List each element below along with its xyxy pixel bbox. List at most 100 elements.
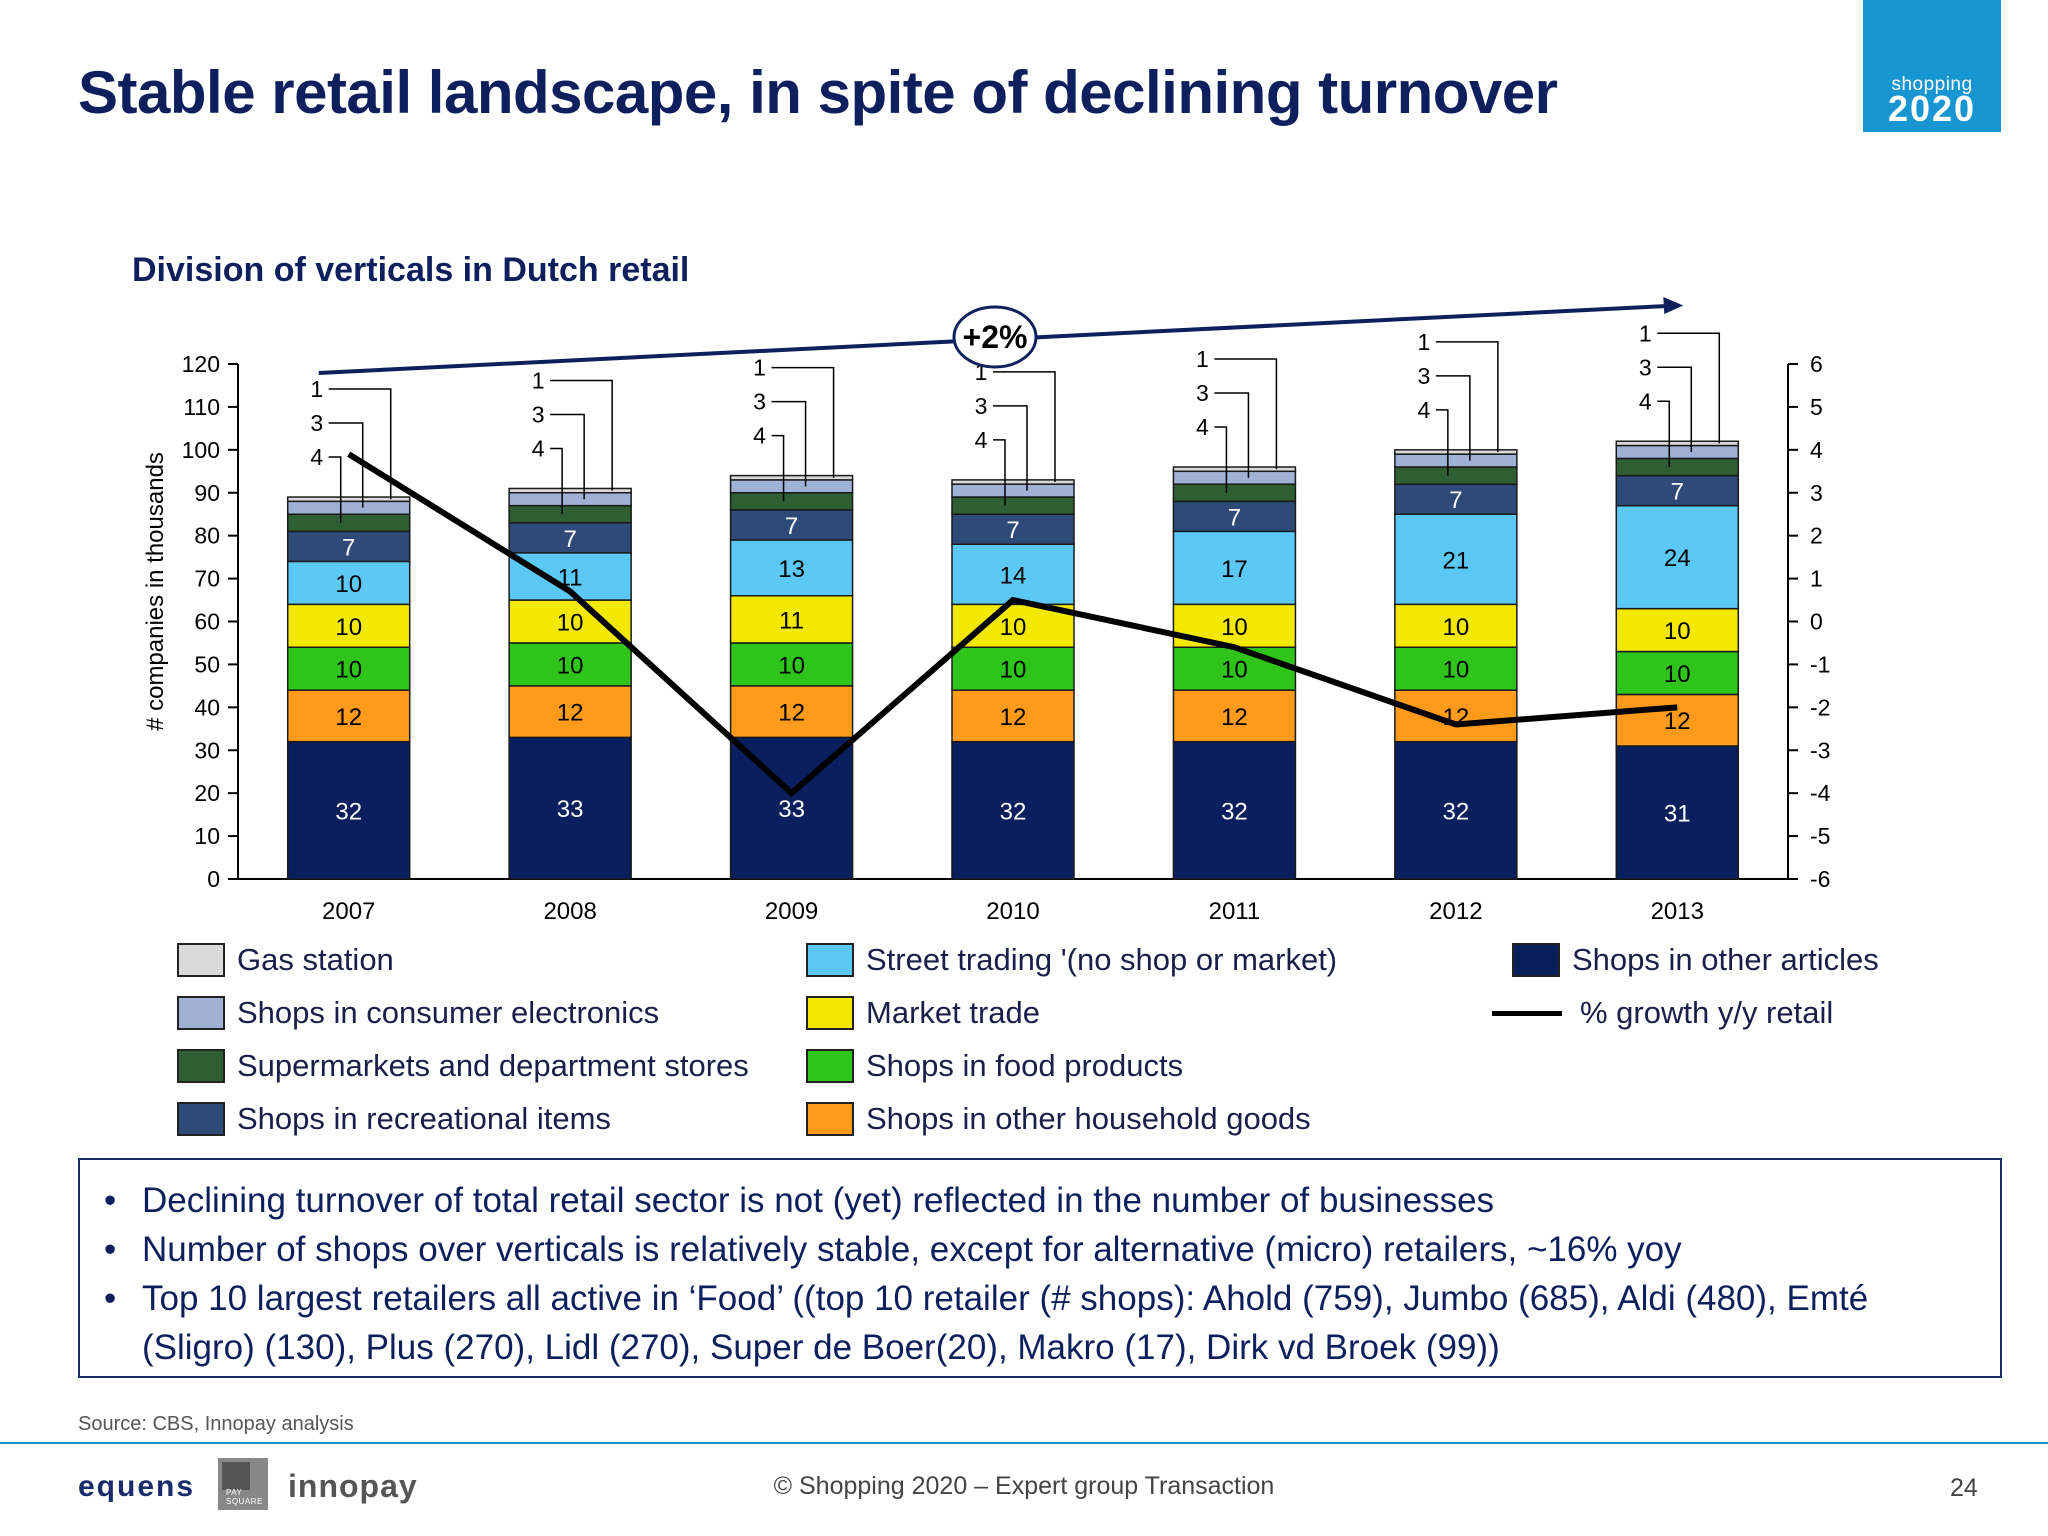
legend-swatch [1512,943,1560,977]
small-segment-label: 3 [532,401,545,427]
legend-item: Shops in food products [806,1046,1183,1086]
paysquare-text: PAY SQUARE [226,1488,263,1506]
bar-segment [1394,689,1518,743]
y-tick-label: 70 [194,566,220,592]
legend-swatch [806,1102,854,1136]
data-label: 12 [335,704,362,731]
bar-segment [729,539,854,597]
y-tick-label: 60 [194,609,220,635]
small-segment-label: 3 [1417,363,1430,389]
leader-line [1657,400,1671,467]
data-label: 7 [785,513,798,540]
page-number: 24 [1950,1474,1978,1502]
bar-segment [1172,470,1297,485]
data-label: 10 [778,652,805,679]
bar-segment [1172,500,1297,533]
bar-segment [508,642,632,687]
legend-line-swatch [1492,1010,1562,1016]
bar-segment [1615,457,1740,477]
stacked-bar-chart: 0102030405060708090100110120-6-5-4-3-2-1… [142,297,1831,925]
data-label: 7 [1006,517,1019,544]
leader-line [771,434,785,502]
bar-segment [286,646,411,691]
y2-tick-label: 1 [1810,566,1823,592]
bar-segment [508,487,632,494]
bar-segment [286,500,411,515]
source-note: Source: CBS, Innopay analysis [78,1413,354,1435]
bar-segment [508,522,632,554]
legend-label: Shops in recreational items [237,1101,611,1136]
bar-segment [508,504,632,524]
small-segment-label: 1 [1417,329,1430,355]
bar-segment [286,560,411,606]
leader-line [1435,375,1471,461]
x-tick-label: 2008 [543,898,596,925]
small-segment-label: 4 [1417,397,1430,423]
data-label: 17 [1221,556,1248,583]
bar-segment [286,603,411,648]
bar-segment [1172,530,1297,606]
y-tick-label: 30 [194,737,220,763]
bar-segment [286,740,411,880]
bar-segment [1615,440,1740,447]
data-label: 32 [335,798,362,825]
x-tick-label: 2012 [1429,898,1482,925]
data-label: 24 [1664,545,1691,572]
legend-swatch [806,1049,854,1083]
bar-segment [286,530,411,563]
data-label: 21 [1443,547,1470,574]
bar-segment [286,496,411,503]
data-label: 10 [1664,661,1691,688]
legend-item: Street trading '(no shop or market) [806,940,1337,980]
data-label: 10 [1664,618,1691,645]
small-segment-label: 4 [310,444,323,470]
leader-line [328,422,364,508]
trend-arrow-group: +2% [318,297,1684,375]
legend-item: Shops in other household goods [806,1099,1311,1139]
bar-segment [951,543,1075,606]
bullet-box: Declining turnover of total retail secto… [78,1158,2002,1378]
leader-line [771,366,835,478]
y-tick-label: 80 [194,523,220,549]
bar-segment [1394,466,1518,485]
legend-item: Shops in recreational items [177,1099,611,1139]
small-segment-label: 3 [310,410,323,436]
growth-line [347,451,1678,798]
data-label: 7 [342,534,355,561]
data-label: 32 [1443,798,1470,825]
data-label: 10 [1443,657,1470,684]
small-segment-label: 3 [753,389,766,415]
bar-segment [729,474,854,481]
y-tick-label: 40 [194,694,220,720]
shopping-2020-logo: shopping 2020 [1863,0,2001,132]
growth-line-group [347,451,1678,798]
legend-swatch [806,943,854,977]
leader-line [1435,409,1449,476]
legend-swatch [177,1102,225,1136]
legend-label: Market trade [866,995,1041,1030]
legend-label: Gas station [237,942,394,977]
bar-segment [1172,740,1297,880]
y2-tick-label: 5 [1810,394,1823,420]
bar-segment [1615,444,1740,460]
small-segment-label: 4 [975,427,988,453]
leader-line [771,400,807,487]
bar-segment [508,736,632,880]
chart-title: Division of verticals in Dutch retail [132,251,690,289]
x-tick-label: 2011 [1209,898,1261,925]
y2-tick-label: -4 [1810,780,1831,806]
y2-tick-label: -1 [1810,651,1830,677]
bar-segment [1394,453,1518,468]
x-tick-label: 2007 [322,898,375,925]
leader-line [1214,426,1228,493]
y2-tick-label: 3 [1810,480,1823,506]
y-tick-label: 120 [182,351,220,377]
leader-line [328,388,392,500]
legend-label: Shops in consumer electronics [237,995,660,1030]
leader-line [550,413,585,500]
legend-item: Shops in other articles [1512,940,1879,980]
equens-logo: equens [78,1470,196,1503]
bar-segment [1172,689,1297,743]
bar-segment [729,509,854,541]
